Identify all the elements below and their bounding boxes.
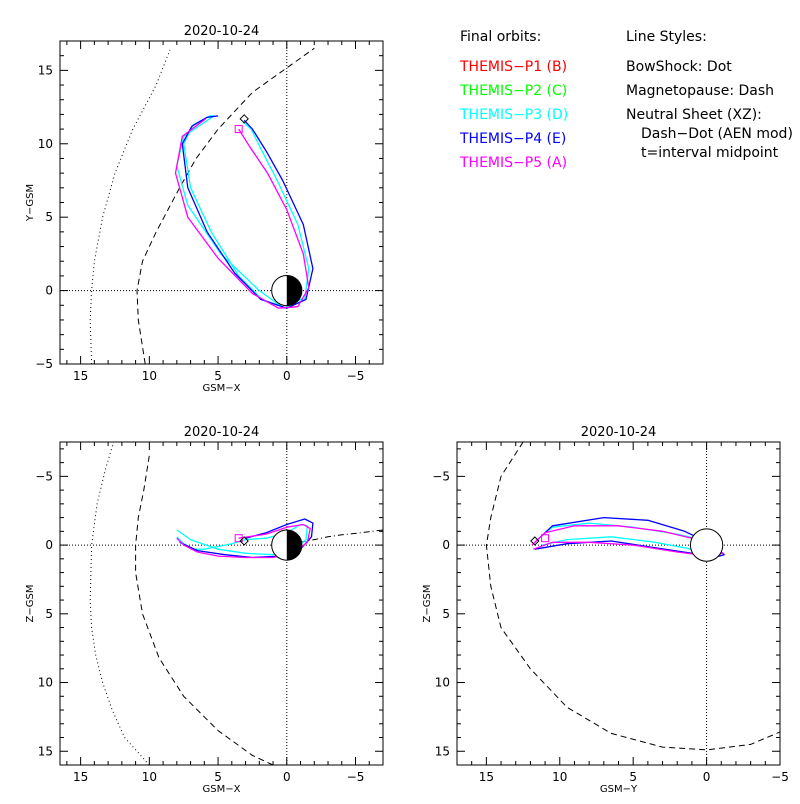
x-tick-label: 10 (142, 770, 157, 784)
magnetopause-line (485, 442, 780, 751)
plot-area (89, 442, 383, 765)
orbit-series-0 (176, 115, 310, 309)
y-tick-label: 5 (442, 607, 450, 621)
legend-style-neutral-sheet: Neutral Sheet (XZ): (626, 107, 762, 123)
x-tick-label: 15 (73, 369, 88, 383)
x-tick-label: −5 (347, 770, 365, 784)
panel-title: 2020-10-24 (581, 425, 657, 440)
legend-style-midpoint: t=interval midpoint (641, 145, 779, 161)
x-tick-label: 0 (283, 369, 291, 383)
y-tick-label: 15 (435, 744, 450, 758)
legend: Final orbits: THEMIS−P1 (B) THEMIS−P2 (C… (459, 29, 793, 171)
x-axis-label: GSM−X (203, 784, 241, 795)
legend-style-dash-dot: Dash−Dot (AEN mod) (641, 126, 793, 142)
marker-diamond-1 (530, 536, 540, 546)
y-tick-label: 15 (38, 63, 53, 77)
x-axis-label: GSM−X (203, 383, 241, 394)
y-tick-label: 0 (45, 284, 53, 298)
y-axis-label: Z−GSM (422, 585, 433, 623)
legend-probe-p4: THEMIS−P4 (E) (459, 131, 566, 147)
x-tick-label: 5 (629, 770, 637, 784)
legend-heading: Final orbits: (460, 29, 541, 45)
x-tick-label: 15 (73, 770, 88, 784)
y-tick-label: 10 (38, 137, 53, 151)
y-tick-label: 15 (38, 744, 53, 758)
marker-diamond-1 (239, 536, 249, 546)
bow-shock-line (89, 49, 171, 364)
y-tick-label: −5 (35, 469, 53, 483)
legend-probe-p1: THEMIS−P1 (B) (459, 59, 567, 75)
panel-xz: 15 10 5 0 −5 −5 0 5 10 15 2020-10-24 GSM−X Z−GSM (25, 425, 384, 795)
panel-yz: 15 10 5 0 −5 −5 0 5 10 15 2020-10-24 GSM−Y Z−GSM (422, 425, 789, 795)
legend-probe-p2: THEMIS−P2 (C) (459, 83, 567, 99)
x-tick-label: 5 (214, 369, 222, 383)
plot-area (89, 47, 315, 364)
plot-frame (59, 441, 384, 766)
orbit-series-1 (181, 115, 314, 309)
y-tick-label: 5 (45, 607, 53, 621)
y-tick-label: 10 (38, 676, 53, 690)
marker-square-0 (541, 534, 550, 543)
panel-title: 2020-10-24 (184, 425, 260, 440)
x-tick-label: 0 (703, 770, 711, 784)
plot-frame (456, 441, 781, 766)
legend-probe-p5: THEMIS−P5 (A) (459, 155, 567, 171)
marker-square-0 (234, 534, 243, 543)
x-axis-label: GSM−Y (600, 784, 638, 795)
y-tick-label: 5 (45, 210, 53, 224)
plot-area (485, 442, 780, 751)
legend-style-bowshock: BowShock: Dot (626, 59, 732, 75)
x-tick-label: 10 (552, 770, 567, 784)
y-tick-label: −5 (35, 357, 53, 371)
panel-xy: 15 10 5 0 −5 −5 0 5 10 15 2020-10-24 GSM−X Y−GSM (25, 24, 384, 394)
legend-probe-p3: THEMIS−P3 (D) (459, 107, 568, 123)
x-tick-label: 0 (283, 770, 291, 784)
legend-styles-heading: Line Styles: (626, 29, 707, 45)
y-tick-label: −5 (432, 469, 450, 483)
earth-night-side (286, 529, 302, 561)
bow-shock-line (89, 442, 150, 765)
y-tick-label: 0 (45, 538, 53, 552)
earth-circle (689, 528, 724, 562)
y-axis-label: Y−GSM (25, 184, 36, 222)
orbit-series-1 (534, 516, 725, 559)
y-axis-label: Z−GSM (25, 585, 36, 623)
x-tick-label: 15 (479, 770, 494, 784)
orbit-series-0 (176, 523, 309, 556)
x-tick-label: −5 (771, 770, 789, 784)
y-tick-label: 10 (435, 676, 450, 690)
x-tick-label: −5 (347, 369, 365, 383)
magnetopause-line (135, 455, 274, 765)
plot-frame (59, 40, 384, 365)
y-tick-label: 0 (442, 538, 450, 552)
x-tick-label: 5 (214, 770, 222, 784)
legend-style-magnetopause: Magnetopause: Dash (626, 83, 774, 99)
x-tick-label: 10 (142, 369, 157, 383)
magnetopause-line (136, 47, 315, 364)
marker-diamond-1 (239, 114, 249, 124)
orbit-series-2 (174, 118, 310, 309)
earth-night-side (286, 275, 302, 306)
panel-title: 2020-10-24 (184, 24, 260, 39)
marker-square-0 (234, 125, 243, 134)
